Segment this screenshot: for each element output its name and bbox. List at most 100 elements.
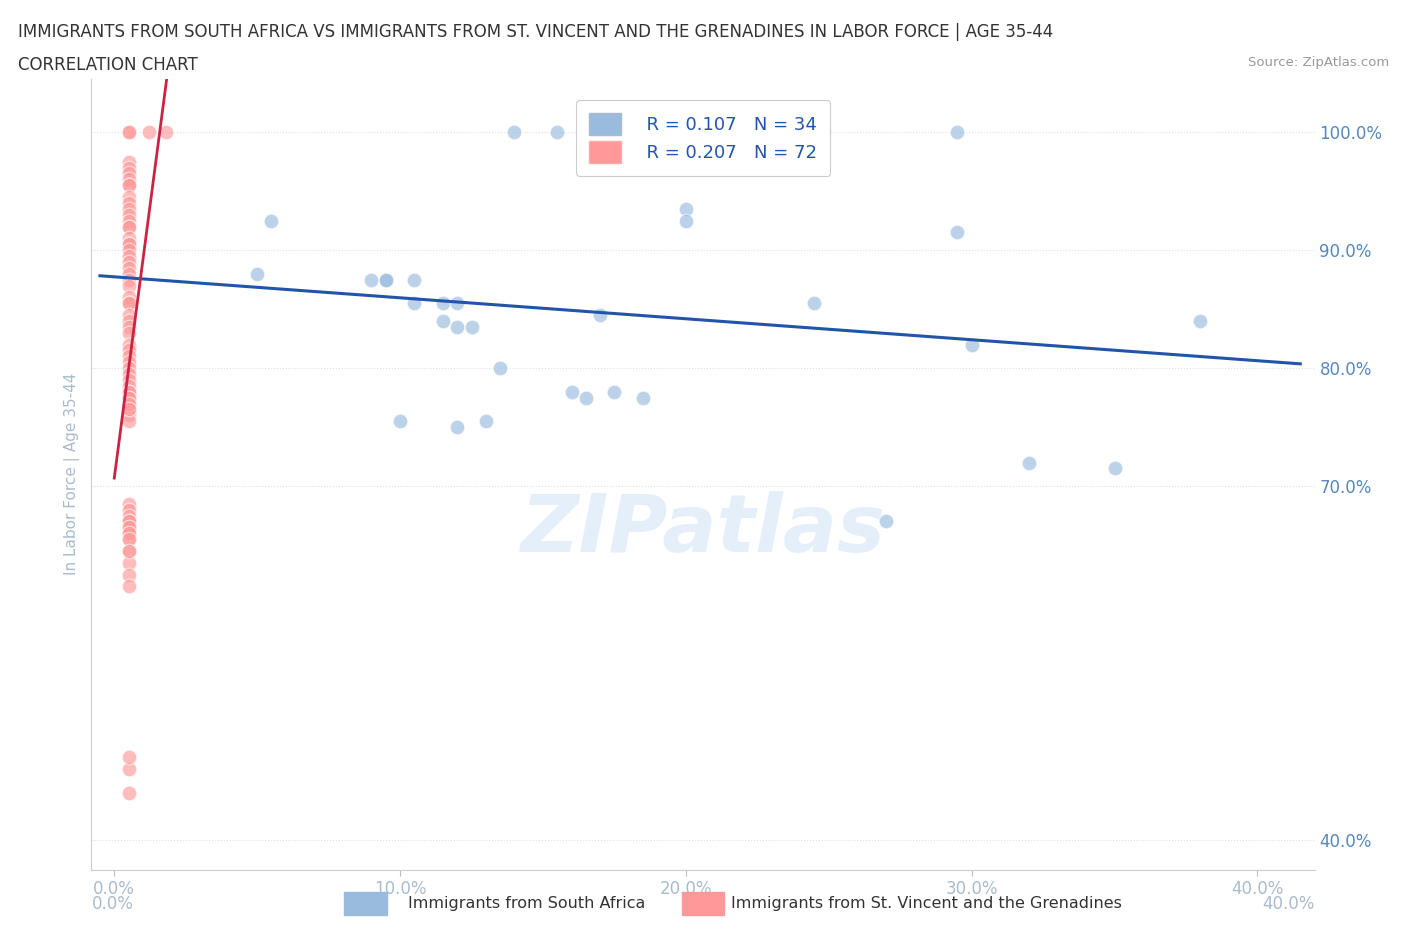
Point bbox=[432, 313, 454, 328]
Point bbox=[117, 502, 139, 517]
Point bbox=[117, 125, 139, 140]
Point bbox=[117, 361, 139, 376]
Point bbox=[117, 532, 139, 547]
Point bbox=[117, 207, 139, 222]
Point bbox=[117, 396, 139, 411]
Point bbox=[117, 255, 139, 270]
Point bbox=[875, 514, 897, 529]
Point bbox=[117, 326, 139, 340]
Point bbox=[117, 219, 139, 234]
Point bbox=[117, 520, 139, 535]
Point bbox=[260, 213, 283, 228]
Point bbox=[446, 419, 468, 434]
Point bbox=[560, 384, 582, 399]
Point bbox=[117, 366, 139, 381]
Point bbox=[374, 272, 396, 287]
Point bbox=[446, 296, 468, 311]
Point bbox=[117, 543, 139, 558]
Point bbox=[603, 125, 626, 140]
Point bbox=[117, 213, 139, 228]
Point bbox=[575, 391, 598, 405]
Point bbox=[503, 125, 526, 140]
Point bbox=[117, 272, 139, 287]
Point bbox=[117, 125, 139, 140]
Point bbox=[117, 508, 139, 523]
Point bbox=[117, 391, 139, 405]
Point bbox=[117, 384, 139, 399]
Point bbox=[360, 272, 382, 287]
Point bbox=[117, 354, 139, 369]
Point bbox=[117, 408, 139, 423]
Point bbox=[117, 555, 139, 570]
Text: Source: ZipAtlas.com: Source: ZipAtlas.com bbox=[1249, 56, 1389, 69]
Point bbox=[803, 296, 825, 311]
Point bbox=[117, 154, 139, 169]
Point bbox=[117, 349, 139, 364]
Point bbox=[117, 166, 139, 180]
Point bbox=[117, 219, 139, 234]
Point bbox=[404, 272, 426, 287]
Point bbox=[117, 266, 139, 281]
Point bbox=[489, 361, 512, 376]
Point bbox=[117, 497, 139, 512]
Text: IMMIGRANTS FROM SOUTH AFRICA VS IMMIGRANTS FROM ST. VINCENT AND THE GRENADINES I: IMMIGRANTS FROM SOUTH AFRICA VS IMMIGRAN… bbox=[18, 23, 1053, 41]
Point bbox=[460, 319, 482, 334]
Point bbox=[117, 762, 139, 777]
Point bbox=[117, 178, 139, 193]
Point bbox=[117, 567, 139, 582]
Point bbox=[117, 525, 139, 540]
Point bbox=[117, 391, 139, 405]
Point bbox=[117, 343, 139, 358]
Point bbox=[117, 195, 139, 210]
Point bbox=[138, 125, 160, 140]
Point bbox=[117, 750, 139, 764]
Point bbox=[117, 160, 139, 175]
Point bbox=[389, 414, 412, 429]
Point bbox=[117, 278, 139, 293]
Point bbox=[117, 313, 139, 328]
Point bbox=[446, 319, 468, 334]
Text: 0.0%: 0.0% bbox=[91, 895, 134, 913]
Text: CORRELATION CHART: CORRELATION CHART bbox=[18, 56, 198, 73]
Point bbox=[117, 786, 139, 801]
Point bbox=[117, 402, 139, 417]
Point bbox=[946, 125, 969, 140]
Point bbox=[117, 579, 139, 594]
Point bbox=[117, 260, 139, 275]
Point bbox=[117, 243, 139, 258]
Point bbox=[117, 290, 139, 305]
Point bbox=[404, 296, 426, 311]
Point bbox=[1104, 461, 1126, 476]
Point bbox=[117, 202, 139, 217]
Point bbox=[117, 402, 139, 417]
Point bbox=[117, 178, 139, 193]
Point bbox=[117, 237, 139, 252]
Point bbox=[117, 373, 139, 388]
Text: Immigrants from St. Vincent and the Grenadines: Immigrants from St. Vincent and the Gren… bbox=[731, 897, 1122, 911]
Point bbox=[117, 248, 139, 263]
Point bbox=[960, 337, 983, 352]
Point bbox=[117, 532, 139, 547]
Point bbox=[117, 391, 139, 405]
Point bbox=[589, 308, 612, 323]
Legend:   R = 0.107   N = 34,   R = 0.207   N = 72: R = 0.107 N = 34, R = 0.207 N = 72 bbox=[576, 100, 830, 176]
Point bbox=[117, 514, 139, 529]
Point bbox=[603, 384, 626, 399]
Point bbox=[117, 543, 139, 558]
Point bbox=[117, 525, 139, 540]
Point bbox=[1018, 455, 1040, 470]
Point bbox=[117, 514, 139, 529]
Point bbox=[1189, 313, 1212, 328]
Point bbox=[117, 396, 139, 411]
Point bbox=[117, 384, 139, 399]
Text: ZIPatlas: ZIPatlas bbox=[520, 491, 886, 568]
Point bbox=[475, 414, 498, 429]
Point bbox=[117, 414, 139, 429]
Point bbox=[546, 125, 568, 140]
Point bbox=[432, 296, 454, 311]
Point bbox=[117, 296, 139, 311]
Point bbox=[117, 308, 139, 323]
Point bbox=[675, 202, 697, 217]
Text: 40.0%: 40.0% bbox=[1263, 895, 1315, 913]
Point bbox=[155, 125, 177, 140]
